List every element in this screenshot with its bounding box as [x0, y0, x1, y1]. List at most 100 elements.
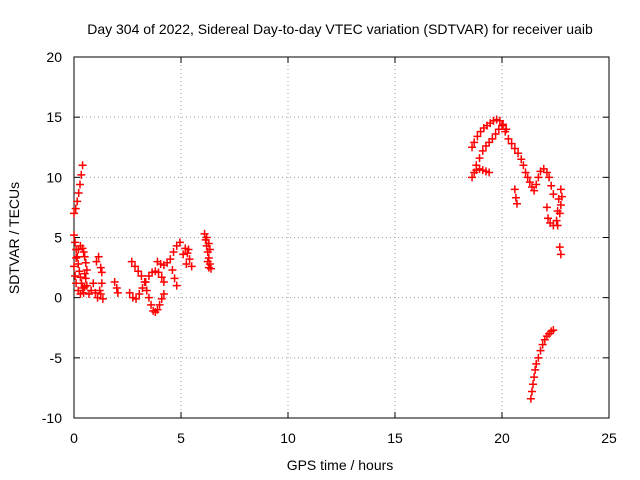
data-point	[72, 279, 81, 288]
data-point	[142, 286, 151, 295]
data-point	[556, 201, 565, 210]
series-evening-main	[468, 115, 566, 259]
data-point	[204, 239, 213, 248]
data-point	[70, 262, 78, 271]
data-point	[468, 143, 477, 152]
data-point	[542, 203, 551, 212]
series-evening-drop	[526, 326, 558, 403]
data-point	[554, 194, 563, 203]
data-point	[531, 365, 540, 374]
x-axis-label: GPS time / hours	[287, 457, 394, 473]
data-point	[521, 168, 530, 177]
data-point	[81, 274, 90, 283]
data-point	[532, 180, 541, 189]
series-midday-right	[200, 229, 215, 273]
data-point	[542, 168, 551, 177]
data-point	[544, 214, 553, 223]
data-point	[525, 178, 534, 187]
data-point	[127, 257, 136, 266]
data-point	[507, 139, 516, 148]
grid-lines	[74, 57, 609, 418]
data-point	[154, 268, 163, 277]
data-point	[78, 161, 87, 170]
data-point	[538, 340, 547, 349]
y-tick-label: 5	[54, 230, 62, 246]
data-point	[510, 185, 519, 194]
data-point	[523, 173, 532, 182]
data-point	[519, 161, 528, 170]
data-point	[183, 249, 192, 258]
data-point	[536, 346, 545, 355]
data-point	[532, 359, 541, 368]
data-point	[74, 188, 83, 197]
data-point	[488, 134, 497, 143]
x-tick-label: 0	[70, 430, 78, 446]
data-point	[97, 268, 106, 277]
data-point	[527, 387, 536, 396]
data-point	[510, 144, 519, 153]
data-point	[92, 257, 101, 266]
data-point	[501, 127, 510, 136]
data-point	[72, 253, 81, 262]
data-point	[168, 265, 177, 274]
data-point	[504, 134, 513, 143]
data-points	[70, 115, 566, 403]
data-point	[70, 231, 78, 240]
data-point	[545, 173, 554, 182]
data-point	[98, 294, 107, 303]
data-point	[179, 250, 188, 259]
data-point	[113, 288, 122, 297]
data-point	[89, 279, 98, 288]
data-point	[534, 353, 543, 362]
data-point	[530, 373, 539, 382]
data-point	[159, 278, 168, 287]
data-point	[203, 257, 212, 266]
data-point	[76, 273, 85, 282]
data-point	[511, 193, 520, 202]
data-point	[132, 294, 141, 303]
data-point	[144, 293, 153, 302]
x-tick-label: 5	[177, 430, 185, 446]
data-point	[157, 294, 166, 303]
data-point	[153, 305, 162, 314]
data-point	[185, 255, 194, 264]
data-point	[95, 286, 104, 295]
data-point	[71, 238, 80, 247]
chart-title: Day 304 of 2022, Sidereal Day-to-day VTE…	[87, 21, 593, 37]
data-point	[555, 243, 564, 252]
data-point	[170, 274, 179, 283]
data-point	[159, 290, 168, 299]
data-point	[514, 149, 523, 158]
data-point	[182, 259, 191, 268]
data-point	[549, 190, 558, 199]
data-point	[169, 247, 178, 256]
series-midday-left	[110, 238, 196, 317]
data-point	[549, 326, 558, 335]
data-point	[74, 245, 83, 254]
data-point	[74, 259, 83, 268]
data-point	[77, 170, 86, 179]
data-point	[71, 204, 80, 213]
data-point	[166, 255, 175, 264]
data-point	[485, 168, 494, 177]
data-point	[125, 288, 134, 297]
y-axis-label: SDTVAR / TECUs	[6, 182, 22, 294]
data-point	[187, 262, 196, 271]
data-point	[556, 185, 565, 194]
x-tick-label: 25	[601, 430, 617, 446]
data-point	[79, 247, 88, 256]
data-point	[475, 154, 484, 163]
data-point	[91, 288, 100, 297]
data-point	[468, 173, 477, 182]
y-tick-label: 0	[54, 290, 62, 306]
y-tick-label: 10	[46, 169, 62, 185]
data-point	[110, 278, 119, 287]
series-early-cluster	[70, 231, 107, 303]
data-point	[71, 272, 80, 281]
x-tick-label: 15	[387, 430, 403, 446]
data-point	[97, 279, 106, 288]
x-tick-label: 10	[280, 430, 296, 446]
data-point	[472, 161, 481, 170]
data-point	[80, 269, 89, 278]
data-point	[135, 290, 144, 299]
